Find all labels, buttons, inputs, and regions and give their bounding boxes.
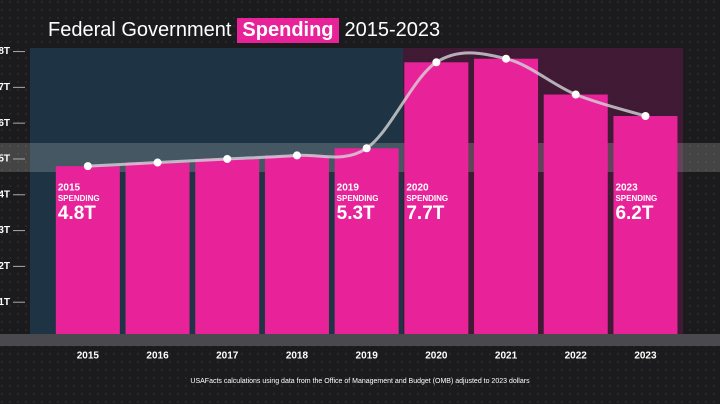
annotation-year: 2015 xyxy=(58,183,81,194)
point xyxy=(641,112,650,121)
value-label: 4.8T xyxy=(58,203,96,224)
bar xyxy=(404,62,469,339)
value-label: 7.7T xyxy=(406,203,444,224)
bar xyxy=(334,148,399,338)
bar xyxy=(613,116,678,338)
annotation-year: 2019 xyxy=(337,183,360,194)
x-tick-label: 2020 xyxy=(425,351,448,362)
bar xyxy=(125,162,190,338)
title: Federal Government Spending 2015-2023 xyxy=(48,18,440,43)
x-tick-label: 2022 xyxy=(565,351,588,362)
title-text: Federal Government xyxy=(48,19,232,41)
footnote: USAFacts calculations using data from th… xyxy=(190,378,530,385)
annotation-label: SPENDING xyxy=(406,194,448,203)
annotation-label: SPENDING xyxy=(337,194,379,203)
y-tick-label: 3T xyxy=(0,225,10,236)
point xyxy=(292,151,301,160)
y-tick-label: 7T xyxy=(0,82,10,93)
y-tick-label: 4T xyxy=(0,189,10,200)
bar xyxy=(195,158,260,338)
value-label: 6.2T xyxy=(615,203,653,224)
bar xyxy=(55,166,120,338)
bar xyxy=(474,58,539,338)
y-tick-label: 1T xyxy=(0,297,10,308)
point xyxy=(362,144,371,153)
y-tick-label: 2T xyxy=(0,261,10,272)
x-tick-label: 2015 xyxy=(77,351,100,362)
title-suffix: 2015-2023 xyxy=(344,19,441,41)
point xyxy=(571,90,580,99)
x-tick-label: 2017 xyxy=(216,351,239,362)
y-tick-label: 8T xyxy=(0,46,10,57)
x-tick-label: 2018 xyxy=(286,351,309,362)
x-tick-label: 2019 xyxy=(356,351,379,362)
title-highlight: Spending xyxy=(237,18,339,43)
x-tick-label: 2021 xyxy=(495,351,518,362)
annotation-label: SPENDING xyxy=(58,194,100,203)
x-tick-label: 2023 xyxy=(634,351,657,362)
point xyxy=(83,162,92,171)
annotation-year: 2023 xyxy=(615,183,638,194)
bar xyxy=(264,155,329,338)
point xyxy=(502,54,511,63)
baseline xyxy=(0,334,720,346)
value-label: 5.3T xyxy=(337,203,375,224)
y-tick-label: 6T xyxy=(0,118,10,129)
annotation-label: SPENDING xyxy=(615,194,657,203)
point xyxy=(153,158,162,167)
x-tick-label: 2016 xyxy=(146,351,169,362)
point xyxy=(432,58,441,67)
y-tick-label: 5T xyxy=(0,154,10,165)
point xyxy=(223,154,232,163)
annotation-year: 2020 xyxy=(406,183,429,194)
bar xyxy=(543,94,608,339)
